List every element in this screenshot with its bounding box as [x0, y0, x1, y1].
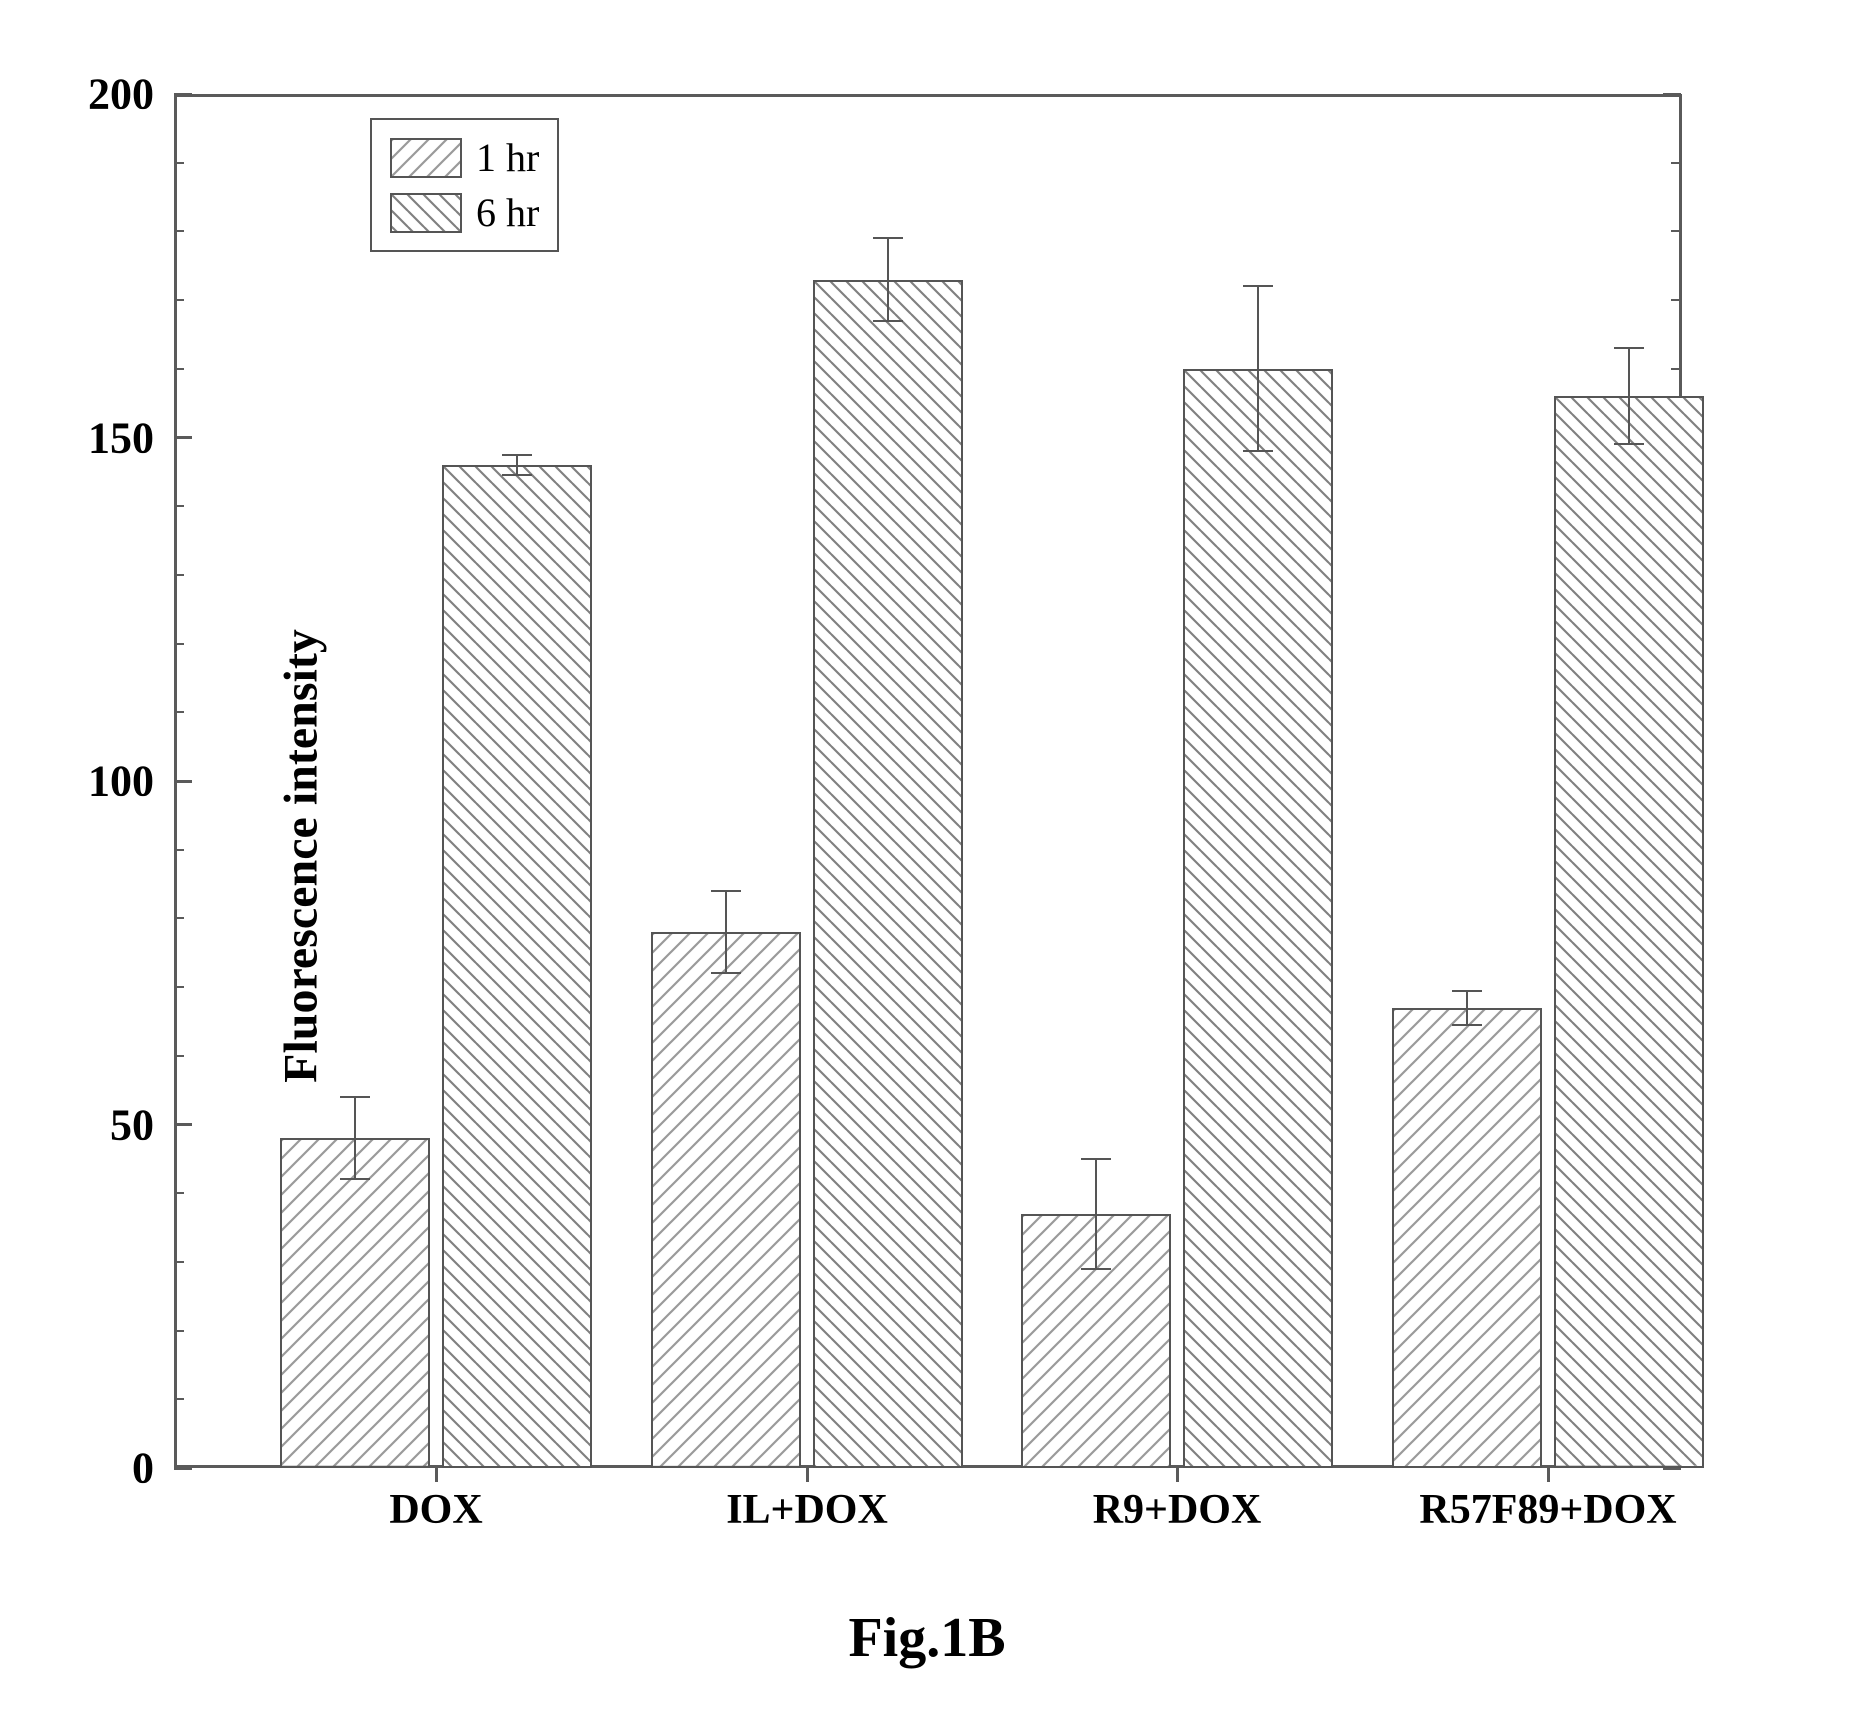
errorbar-stem	[1466, 991, 1468, 1025]
x-tick	[806, 1468, 809, 1482]
y-tick-label: 200	[88, 69, 154, 120]
errorbar-cap-top	[1452, 990, 1482, 992]
errorbar-cap-bottom	[340, 1178, 370, 1180]
y-tick-label: 100	[88, 756, 154, 807]
y-tick-minor-right	[1671, 162, 1681, 164]
errorbar-stem	[1628, 348, 1630, 444]
bar	[1183, 369, 1333, 1468]
x-tick	[435, 1468, 438, 1482]
errorbar-cap-top	[873, 237, 903, 239]
x-tick-label: R9+DOX	[1093, 1486, 1262, 1534]
bar	[442, 465, 592, 1468]
legend-label-0: 1 hr	[476, 134, 539, 181]
y-tick-minor-right	[1671, 299, 1681, 301]
y-tick-major	[174, 1467, 192, 1470]
legend-label-1: 6 hr	[476, 189, 539, 236]
y-tick-minor	[174, 162, 184, 164]
errorbar-cap-top	[1614, 347, 1644, 349]
y-tick-label: 150	[88, 412, 154, 463]
errorbar-cap-bottom	[1614, 443, 1644, 445]
figure-wrap: Fluorescence intensity 0 50 100 150 200 DOX I…	[0, 0, 1854, 1711]
bar	[651, 932, 801, 1468]
x-tick-label: IL+DOX	[726, 1486, 888, 1534]
y-tick-minor	[174, 1055, 184, 1057]
y-tick-minor	[174, 1261, 184, 1263]
y-tick-major	[174, 780, 192, 783]
y-tick-label: 0	[132, 1443, 154, 1494]
errorbar-stem	[354, 1097, 356, 1179]
legend-swatch-1	[390, 193, 462, 233]
y-tick-minor	[174, 849, 184, 851]
errorbar-cap-bottom	[1081, 1268, 1111, 1270]
errorbar-stem	[725, 891, 727, 973]
y-tick-minor	[174, 299, 184, 301]
bar	[1554, 396, 1704, 1468]
y-tick-minor	[174, 986, 184, 988]
y-tick-major	[174, 1123, 192, 1126]
x-tick	[1176, 1468, 1179, 1482]
legend-swatch-0	[390, 138, 462, 178]
errorbar-cap-bottom	[502, 474, 532, 476]
legend-item-0: 1 hr	[390, 130, 539, 185]
y-tick-minor-right	[1671, 368, 1681, 370]
y-tick-minor	[174, 574, 184, 576]
y-tick-minor	[174, 1398, 184, 1400]
bar	[280, 1138, 430, 1468]
legend-item-1: 6 hr	[390, 185, 539, 240]
y-tick-minor	[174, 711, 184, 713]
bar	[813, 280, 963, 1469]
errorbar-stem	[1095, 1159, 1097, 1269]
errorbar-cap-bottom	[1243, 450, 1273, 452]
y-tick-minor	[174, 505, 184, 507]
x-tick-label: DOX	[389, 1486, 482, 1534]
y-tick-minor	[174, 1192, 184, 1194]
errorbar-stem	[516, 455, 518, 476]
figure-caption: Fig.1B	[848, 1606, 1005, 1670]
y-tick-minor	[174, 1330, 184, 1332]
y-axis-label: Fluorescence intensity	[273, 629, 328, 1083]
errorbar-cap-top	[1081, 1158, 1111, 1160]
errorbar-cap-bottom	[1452, 1024, 1482, 1026]
errorbar-cap-top	[502, 454, 532, 456]
bar	[1392, 1008, 1542, 1468]
y-tick-label: 50	[110, 1099, 154, 1150]
errorbar-cap-top	[340, 1096, 370, 1098]
x-tick-label: R57F89+DOX	[1419, 1486, 1676, 1534]
errorbar-cap-bottom	[873, 320, 903, 322]
y-tick-minor	[174, 230, 184, 232]
errorbar-cap-top	[1243, 285, 1273, 287]
y-tick-major	[174, 436, 192, 439]
y-tick-major-right	[1663, 93, 1681, 96]
y-tick-minor	[174, 368, 184, 370]
y-tick-minor-right	[1671, 230, 1681, 232]
legend: 1 hr 6 hr	[370, 118, 559, 252]
errorbar-cap-top	[711, 890, 741, 892]
errorbar-stem	[887, 238, 889, 320]
errorbar-cap-bottom	[711, 972, 741, 974]
x-tick	[1547, 1468, 1550, 1482]
y-tick-minor	[174, 917, 184, 919]
y-tick-major	[174, 93, 192, 96]
y-tick-minor	[174, 643, 184, 645]
errorbar-stem	[1257, 286, 1259, 451]
